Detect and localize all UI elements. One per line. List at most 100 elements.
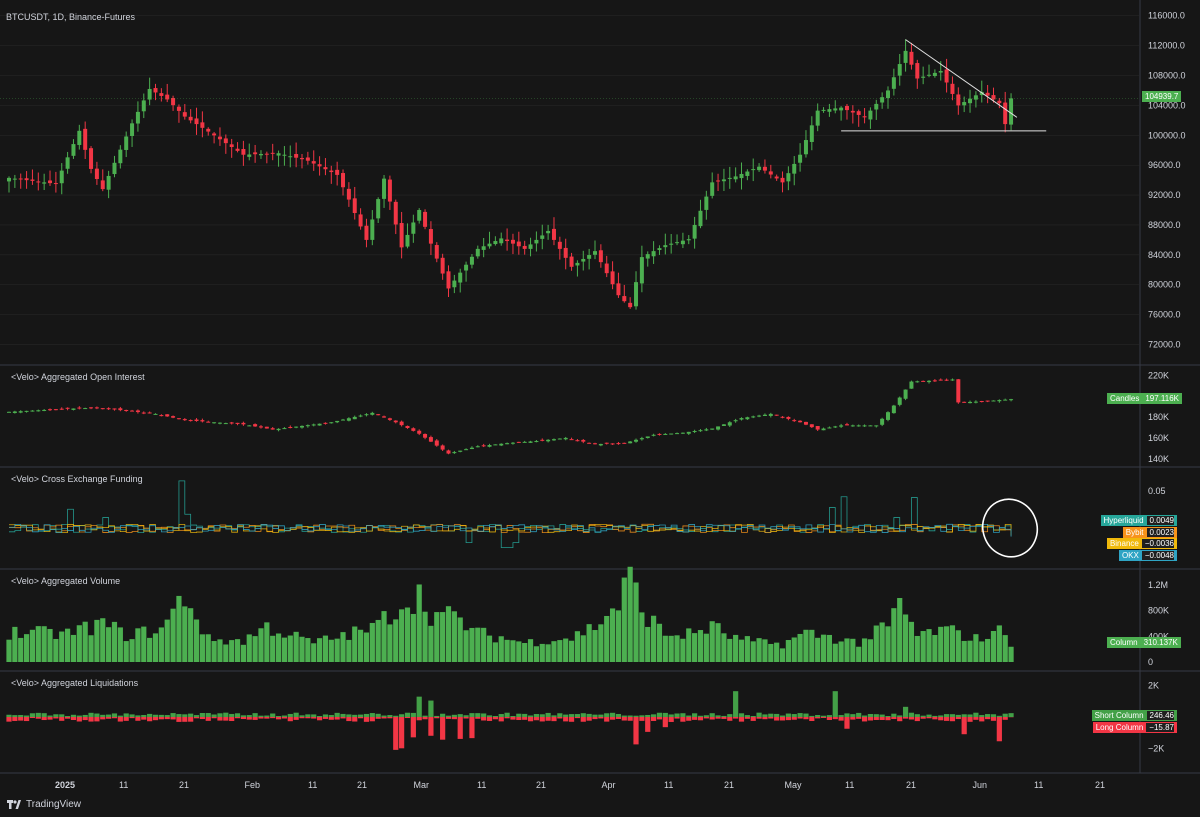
liq-short-bar [674, 713, 680, 717]
price-candle-body [130, 123, 135, 136]
liq-short-bar [281, 715, 288, 717]
liq-short-bar [908, 712, 915, 717]
liq-short-bar [152, 714, 159, 717]
volume-bar [563, 638, 569, 662]
liq-short-bar [996, 715, 1002, 717]
oi-candle-body [944, 379, 949, 381]
liq-short-bar [53, 714, 59, 717]
liq-long-bar [129, 717, 135, 719]
volume-bar [170, 608, 176, 662]
oi-candle-body [745, 417, 750, 420]
liq-short-bar [65, 716, 71, 717]
liq-long-bar [598, 717, 604, 719]
oi-candle-body [733, 420, 738, 422]
volume-bar [949, 625, 956, 662]
volume-bar [762, 639, 768, 662]
price-tick-label: 72000.0 [1148, 340, 1181, 350]
liq-short-bar [516, 713, 522, 717]
volume-bar [750, 641, 756, 662]
price-candle-body [950, 83, 955, 94]
liq-long-bar [193, 717, 200, 719]
oi-candle-body [235, 422, 240, 424]
liq-long-bar [475, 717, 481, 719]
oi-candle-body [358, 415, 363, 417]
oi-candle-body [270, 428, 275, 430]
volume-bar [100, 618, 106, 662]
oi-candle-body [997, 400, 1002, 402]
liq-short-bar [651, 714, 657, 717]
liq-short-bar [393, 715, 399, 717]
volume-bar [926, 629, 932, 662]
liq-long-bar [352, 717, 358, 722]
liq-long-bar [334, 717, 340, 720]
liq-short-bar [404, 712, 411, 717]
volume-bar [791, 637, 797, 662]
oi-candle-body [598, 443, 603, 446]
liq-long-bar [234, 717, 241, 719]
liq-long-bar [305, 717, 311, 719]
liq-long-bar [563, 717, 569, 722]
liq-long-bar [609, 717, 616, 720]
liq-short-bar [926, 714, 932, 717]
price-candle-body [698, 210, 703, 227]
volume-bar [486, 635, 493, 662]
liq-short-bar [188, 713, 194, 717]
price-candle-body [387, 179, 392, 202]
oi-candle-body [669, 433, 674, 435]
legend-badge-name: Short Column [1094, 711, 1144, 720]
price-candle-body [510, 239, 515, 244]
liq-long-bar [410, 717, 416, 738]
price-candle-body [469, 256, 474, 265]
oi-candle-body [868, 425, 873, 427]
liq-long-bar [434, 717, 440, 719]
liq-long-bar [961, 717, 967, 735]
volume-bar [692, 633, 698, 662]
liq-short-bar [621, 715, 627, 717]
volume-bar [94, 619, 100, 662]
oi-candle-body [956, 379, 961, 403]
liq-short-bar [774, 713, 780, 717]
volume-bar [1008, 646, 1014, 662]
oi-candle-body [675, 433, 680, 435]
price-candle-body [393, 201, 398, 225]
volume-bar [492, 642, 498, 662]
price-candle-body [745, 171, 750, 176]
volume-bar [990, 630, 997, 662]
liq-short-bar [369, 713, 375, 717]
volume-bar [967, 640, 973, 662]
price-candle-body [551, 228, 556, 240]
oi-tick-label: 140K [1148, 454, 1169, 464]
liq-long-bar [944, 717, 950, 721]
liq-long-bar [240, 717, 246, 720]
liq-long-bar [399, 717, 405, 749]
tradingview-brand[interactable]: TradingView [7, 799, 81, 810]
liq-short-bar [264, 715, 270, 717]
oi-candle-body [915, 381, 920, 383]
liq-long-bar [996, 717, 1002, 742]
liq-short-bar [604, 713, 610, 717]
volume-bar [281, 637, 288, 662]
liq-long-bar [117, 717, 123, 722]
volume-bar [674, 635, 680, 662]
price-candle-body [30, 179, 35, 181]
volume-bar [463, 630, 469, 662]
liq-long-bar [516, 717, 522, 721]
liq-long-bar [891, 717, 897, 720]
liq-long-bar [41, 717, 47, 721]
volume-bar [129, 639, 135, 662]
volume-bar [176, 595, 182, 662]
oi-candle-body [798, 420, 803, 423]
price-candle-body [112, 162, 117, 175]
liq-short-bar [615, 713, 622, 717]
oi-candle-body [768, 413, 773, 416]
oi-candle-body [411, 428, 416, 431]
liq-long-bar [170, 717, 176, 720]
price-candle-body [487, 243, 492, 247]
liq-long-bar [481, 717, 487, 721]
liq-long-bar [322, 717, 329, 719]
oi-candle-body [106, 408, 111, 410]
liq-short-bar [76, 715, 82, 717]
liq-short-bar [785, 713, 791, 717]
